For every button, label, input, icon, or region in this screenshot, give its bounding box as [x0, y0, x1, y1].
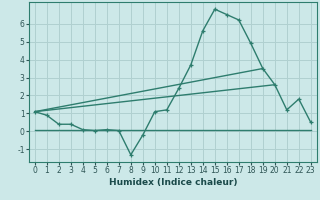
- X-axis label: Humidex (Indice chaleur): Humidex (Indice chaleur): [108, 178, 237, 187]
